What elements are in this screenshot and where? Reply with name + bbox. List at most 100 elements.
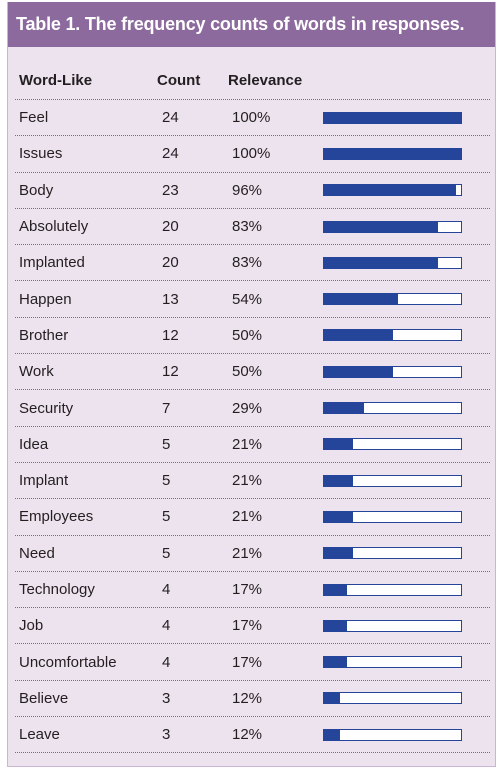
word-cell: Implant [19, 472, 69, 490]
relevance-bar-fill [324, 403, 364, 414]
table-row: Absolutely 20 83% [15, 209, 490, 246]
relevance-bar [323, 510, 462, 523]
column-header-relevance: Relevance [228, 72, 303, 89]
word-cell: Uncomfortable [19, 653, 117, 671]
relevance-bar [323, 474, 462, 487]
table-row: Idea 5 21% [15, 427, 490, 463]
word-cell: Job [19, 617, 44, 635]
table-row: Brother 12 50% [15, 318, 490, 355]
relevance-bar [323, 583, 462, 596]
frequency-table: Word-Like Count Relevance Feel 24 100% Issu… [15, 62, 490, 754]
word-cell: Technology [19, 581, 95, 598]
count-cell: 20 [162, 254, 179, 272]
word-cell: Employees [19, 508, 94, 526]
relevance-cell: 12% [232, 726, 263, 744]
relevance-cell: 100% [232, 145, 271, 163]
count-cell: 24 [162, 109, 179, 127]
relevance-bar [323, 619, 462, 632]
relevance-bar-fill [324, 729, 341, 740]
relevance-bar [323, 728, 462, 741]
relevance-bar-fill [324, 112, 461, 123]
table-row: Believe 3 12% [15, 681, 490, 718]
count-cell: 5 [162, 544, 171, 562]
table-row: Issues 24 100% [15, 136, 490, 173]
relevance-bar [323, 692, 462, 705]
relevance-bar-fill [324, 439, 353, 450]
table-row: Body 23 96% [15, 173, 490, 209]
relevance-cell: 83% [232, 218, 263, 236]
count-cell: 7 [162, 399, 171, 417]
count-cell: 4 [162, 653, 171, 671]
count-cell: 24 [162, 145, 179, 163]
relevance-cell: 83% [232, 254, 263, 272]
word-cell: Absolutely [19, 218, 89, 236]
relevance-bar [323, 111, 462, 124]
relevance-bar-fill [324, 511, 353, 522]
table-row: Work 12 50% [15, 354, 490, 391]
relevance-cell: 21% [232, 472, 263, 490]
relevance-bar-fill [324, 185, 456, 196]
count-cell: 4 [162, 581, 171, 598]
relevance-bar [323, 365, 462, 378]
word-cell: Security [19, 399, 74, 417]
relevance-bar [323, 329, 462, 342]
relevance-bar-fill [324, 620, 348, 631]
table-row: Technology 4 17% [15, 572, 490, 609]
table-title: Table 1. The frequency counts of words i… [8, 2, 495, 47]
relevance-cell: 54% [232, 290, 263, 308]
relevance-cell: 21% [232, 544, 263, 562]
table-row: Uncomfortable 4 17% [15, 644, 490, 681]
relevance-cell: 29% [232, 399, 263, 417]
count-cell: 12 [162, 326, 179, 344]
table-row: Need 5 21% [15, 536, 490, 572]
relevance-cell: 17% [232, 581, 263, 598]
table-row: Employees 5 21% [15, 499, 490, 536]
table-row: Implant 5 21% [15, 463, 490, 500]
relevance-bar-fill [324, 475, 353, 486]
count-cell: 5 [162, 435, 171, 453]
relevance-cell: 17% [232, 617, 263, 635]
column-header-count: Count [157, 72, 201, 89]
count-cell: 3 [162, 726, 171, 744]
count-cell: 4 [162, 617, 171, 635]
table-body: Feel 24 100% Issues 24 100% Body 23 96% Absolutel… [15, 100, 490, 754]
relevance-bar [323, 438, 462, 451]
word-cell: Issues [19, 145, 63, 163]
relevance-bar-fill [324, 584, 348, 595]
count-cell: 23 [162, 181, 179, 199]
table-row: Feel 24 100% [15, 100, 490, 137]
relevance-cell: 50% [232, 326, 263, 344]
relevance-bar [323, 184, 462, 197]
relevance-cell: 96% [232, 181, 263, 199]
relevance-cell: 50% [232, 363, 263, 381]
relevance-cell: 17% [232, 653, 263, 671]
word-cell: Believe [19, 689, 69, 707]
word-cell: Happen [19, 290, 72, 308]
word-cell: Feel [19, 109, 49, 127]
count-cell: 3 [162, 689, 171, 707]
relevance-bar [323, 220, 462, 233]
relevance-bar-fill [324, 657, 348, 668]
table-row: Leave 3 12% [15, 717, 490, 754]
word-cell: Implanted [19, 254, 85, 272]
table-row: Security 7 29% [15, 390, 490, 427]
table-row: Happen 13 54% [15, 281, 490, 318]
relevance-bar [323, 293, 462, 306]
table-row: Job 4 17% [15, 608, 490, 645]
relevance-bar-fill [324, 548, 353, 559]
count-cell: 5 [162, 472, 171, 490]
relevance-cell: 100% [232, 109, 271, 127]
word-cell: Work [19, 363, 54, 381]
word-cell: Body [19, 181, 54, 199]
table-header-row: Word-Like Count Relevance [15, 62, 490, 100]
relevance-bar [323, 256, 462, 269]
relevance-cell: 21% [232, 435, 263, 453]
relevance-bar [323, 547, 462, 560]
relevance-cell: 21% [232, 508, 263, 526]
relevance-bar-fill [324, 366, 393, 377]
relevance-bar-fill [324, 294, 398, 305]
word-cell: Leave [19, 726, 60, 744]
word-cell: Need [19, 544, 55, 562]
relevance-bar [323, 656, 462, 669]
relevance-bar-fill [324, 221, 438, 232]
